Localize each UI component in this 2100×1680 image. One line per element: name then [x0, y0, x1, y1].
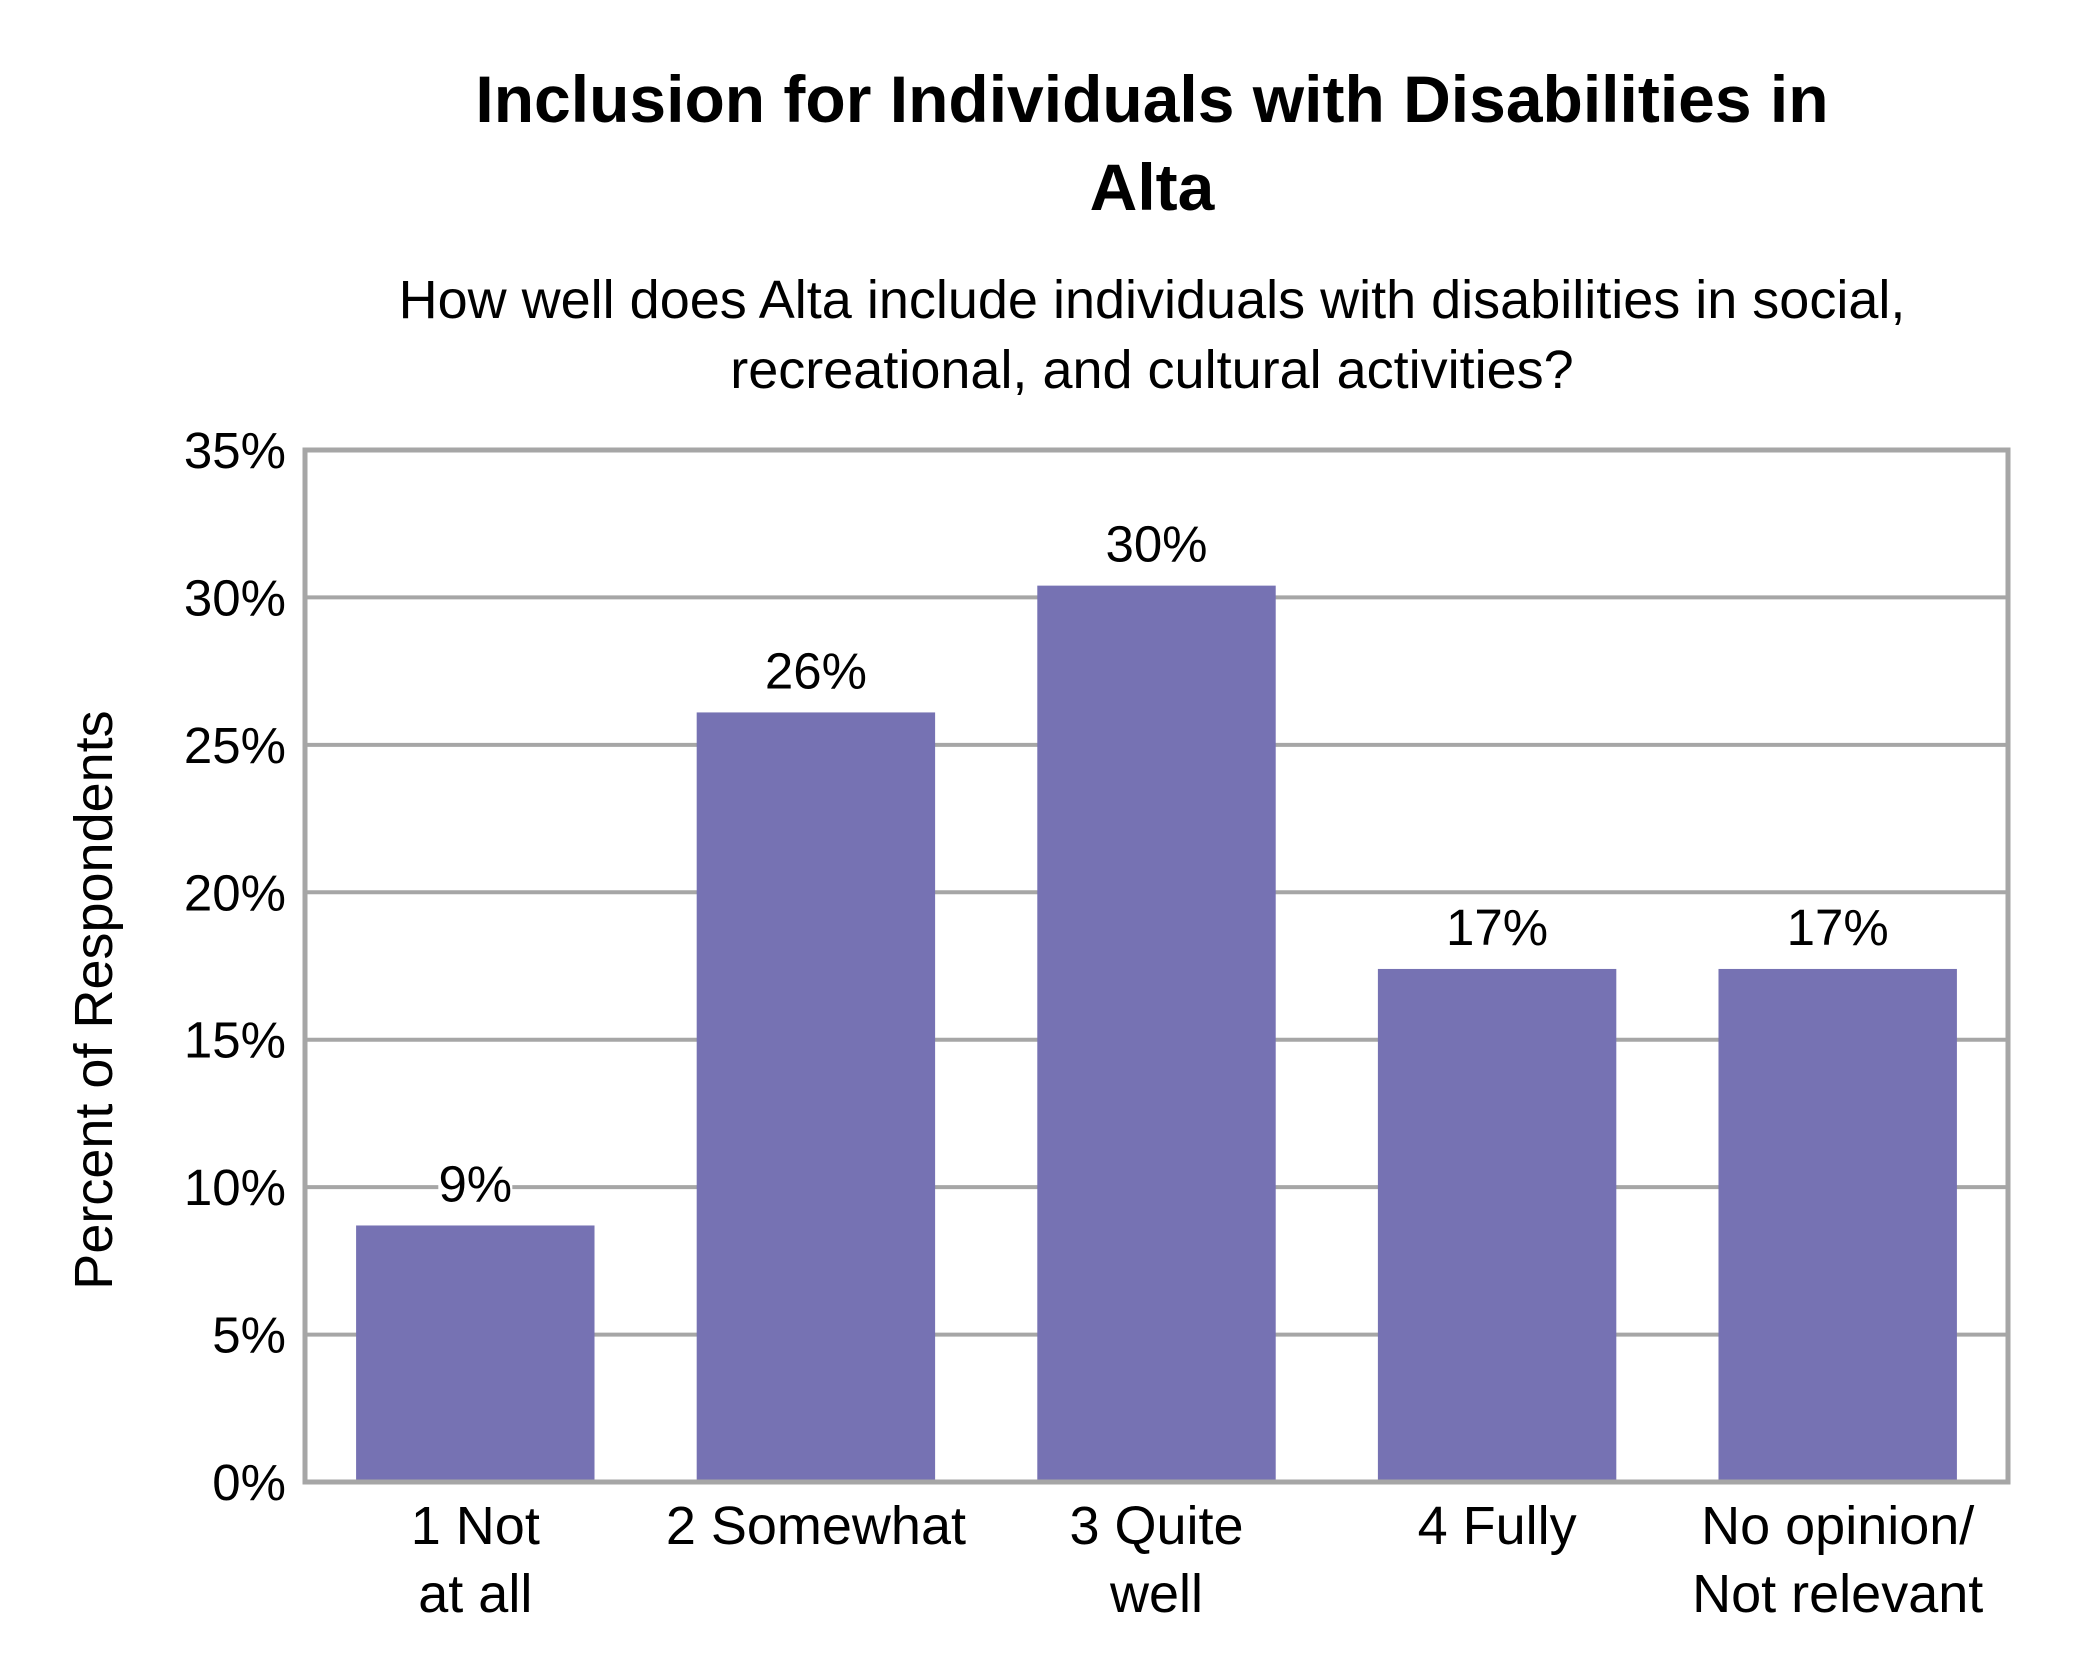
chart-title: Inclusion for Individuals with Disabilit…: [475, 62, 1828, 224]
y-axis-ticks: 0% 5% 10% 15% 20% 25% 30% 35%: [184, 422, 286, 1511]
data-labels: 9% 26% 30% 17% 17%: [438, 513, 1889, 1214]
data-label: 26%: [765, 642, 867, 699]
x-category-label: 2 Somewhat: [666, 1496, 966, 1556]
data-label-background: [438, 1153, 513, 1214]
chart-subtitle-line-2: recreational, and cultural activities?: [730, 340, 1573, 400]
plot-frame: [302, 447, 2011, 1485]
y-tick-label: 15%: [184, 1012, 286, 1069]
bar: [1718, 968, 1957, 1482]
bar: [356, 1225, 595, 1482]
y-axis-label: Percent of Respondents: [64, 710, 124, 1289]
x-category-label: No opinion/: [1701, 1496, 1974, 1556]
y-tick-label: 0%: [212, 1454, 286, 1511]
y-tick-label: 30%: [184, 569, 286, 626]
x-category-label: at all: [418, 1564, 532, 1624]
data-label-background: [1446, 896, 1549, 957]
y-tick-label: 5%: [212, 1307, 286, 1364]
data-label: 9%: [438, 1155, 512, 1212]
chart-title-line-2: Alta: [1090, 150, 1216, 224]
bar: [1037, 585, 1276, 1482]
x-category-label: 4 Fully: [1418, 1496, 1577, 1556]
data-label-background: [764, 640, 867, 701]
x-axis-categories: 1 Not at all 2 Somewhat 3 Quite well 4 Fully N…: [411, 1496, 1984, 1624]
x-category-label: well: [1109, 1564, 1203, 1624]
y-tick-label: 25%: [184, 717, 286, 774]
chart-title-line-1: Inclusion for Individuals with Disabilit…: [475, 62, 1828, 136]
chart-subtitle: How well does Alta include individuals w…: [399, 270, 1906, 400]
data-label-background: [1786, 896, 1889, 957]
x-category-label: Not relevant: [1692, 1564, 1983, 1624]
bar: [696, 712, 936, 1482]
y-tick-label: 35%: [184, 422, 286, 479]
x-category-label: 1 Not: [411, 1496, 540, 1556]
chart-subtitle-line-1: How well does Alta include individuals w…: [399, 270, 1906, 330]
x-category-label: 3 Quite: [1069, 1496, 1243, 1556]
y-tick-label: 20%: [184, 864, 286, 921]
y-tick-label: 10%: [184, 1159, 286, 1216]
bar: [1377, 968, 1617, 1482]
data-label-background: [1105, 513, 1208, 574]
data-label: 17%: [1787, 899, 1889, 956]
bars: [356, 585, 1957, 1482]
data-label: 17%: [1446, 899, 1548, 956]
data-label: 30%: [1105, 516, 1207, 573]
